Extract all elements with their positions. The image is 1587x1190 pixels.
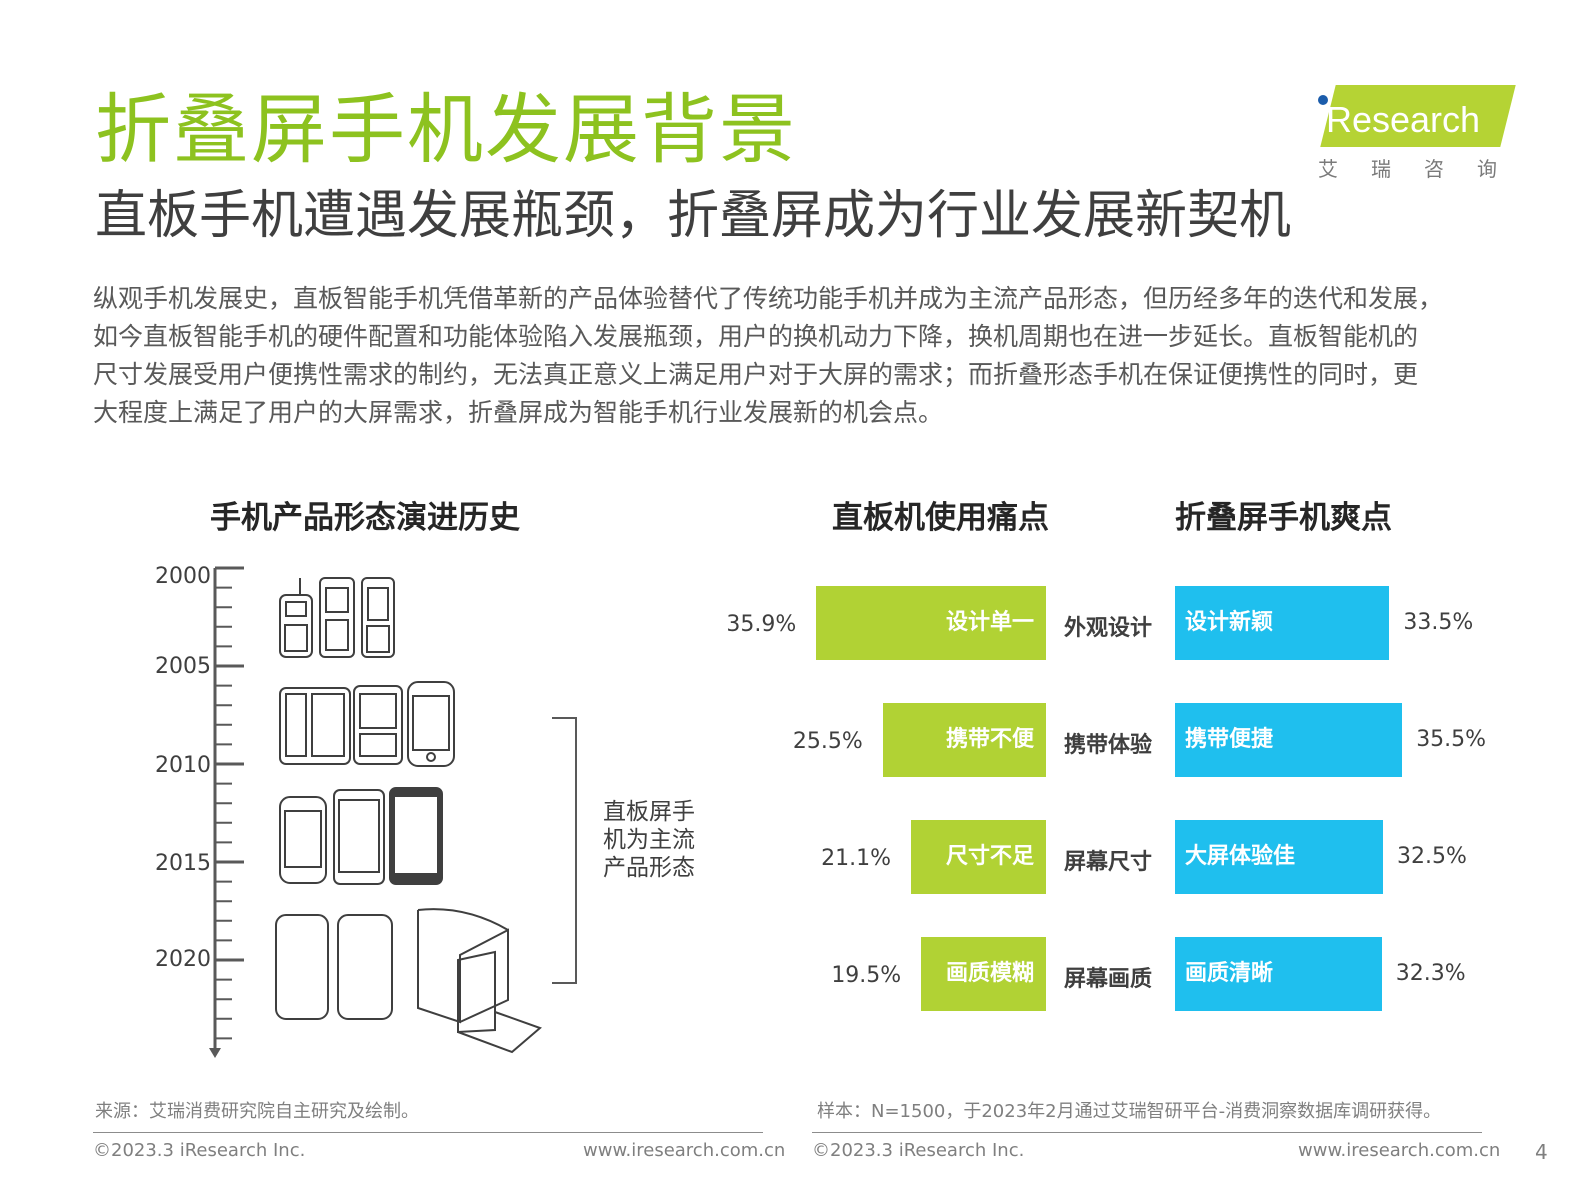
footer-copyright: ©2023.3 iResearch Inc. — [93, 1140, 306, 1161]
pain-bar-label: 设计单一 — [945, 610, 1034, 635]
timeline-title: 手机产品形态演进历史 — [210, 500, 520, 536]
feature-phones-icon — [279, 577, 395, 658]
body-line: 大程度上满足了用户的大屏需求，折叠屏成为智能手机行业发展新的机会点。 — [93, 398, 944, 427]
source-note: 来源：艾瑞消费研究院自主研究及绘制。 — [95, 1101, 419, 1122]
footer-copyright: ©2023.3 iResearch Inc. — [812, 1140, 1025, 1161]
smartphones-icon — [279, 787, 443, 885]
pain-bar-label: 画质模糊 — [945, 961, 1034, 986]
phone-evolution-timeline: 2000 2005 2010 2015 2020 — [155, 564, 577, 1058]
page-title: 折叠屏手机发展背景 — [95, 85, 797, 174]
gain-bar: 设计新颖 — [1175, 586, 1390, 660]
logo-dot-icon — [1318, 95, 1328, 105]
body-line: 尺寸发展受用户便携性需求的制约，无法真正意义上满足用户对于大屏的需求；而折叠形态… — [93, 360, 1419, 389]
gain-bar: 画质清晰 — [1175, 937, 1382, 1011]
category-label: 屏幕画质 — [1064, 967, 1153, 992]
pain-bar: 尺寸不足 — [910, 820, 1046, 894]
pain-bar-label: 尺寸不足 — [945, 844, 1034, 869]
category-label: 携带体验 — [1064, 733, 1153, 758]
year-label: 2015 — [155, 851, 211, 876]
year-labels: 2000 2005 2010 2015 2020 — [155, 564, 211, 972]
gain-points-title: 折叠屏手机爽点 — [1175, 500, 1392, 536]
pain-value-label: 21.1% — [821, 846, 891, 871]
gain-value-label: 35.5% — [1416, 727, 1487, 752]
category-label: 屏幕尺寸 — [1064, 850, 1153, 875]
gain-value-label: 32.3% — [1395, 961, 1466, 986]
body-line: 纵观手机发展史，直板智能手机凭借革新的产品体验替代了传统功能手机并成为主流产品形… — [93, 284, 1444, 313]
year-label: 2000 — [155, 564, 211, 589]
pain-points-title: 直板机使用痛点 — [832, 500, 1049, 536]
body-line: 如今直板智能手机的硬件配置和功能体验陷入发展瓶颈，用户的换机动力下降，换机周期也… — [93, 322, 1419, 351]
pain-bar: 携带不便 — [882, 703, 1046, 777]
year-label: 2020 — [155, 947, 211, 972]
logo-cn-text: 艾瑞咨询 — [1318, 157, 1530, 181]
logo-brand-text: iResearch — [1318, 99, 1481, 140]
page-number: 4 — [1535, 1140, 1548, 1164]
bracket-label: 直板屏手机为主流产品形态 — [603, 799, 695, 881]
gain-bar: 携带便捷 — [1175, 703, 1403, 777]
page-subtitle: 直板手机遭遇发展瓶颈，折叠屏成为行业发展新契机 — [95, 186, 1292, 246]
pain-bar: 设计单一 — [816, 586, 1046, 660]
year-label: 2010 — [155, 753, 211, 778]
gain-bar-label: 画质清晰 — [1185, 961, 1274, 986]
gain-bar: 大屏体验佳 — [1175, 820, 1383, 894]
pain-value-label: 35.9% — [726, 612, 797, 637]
bracket-line — [552, 717, 577, 984]
footer-divider — [93, 1132, 763, 1133]
footer-url[interactable]: www.iresearch.com.cn — [1298, 1140, 1501, 1161]
early-smartphones-icon — [279, 681, 455, 767]
year-label: 2005 — [155, 654, 211, 679]
pain-value-label: 19.5% — [831, 963, 902, 988]
footer-url[interactable]: www.iresearch.com.cn — [583, 1140, 786, 1161]
pain-bar-label: 携带不便 — [945, 727, 1034, 752]
body-paragraph: 纵观手机发展史，直板智能手机凭借革新的产品体验替代了传统功能手机并成为主流产品形… — [93, 280, 1513, 432]
iresearch-logo: iResearch 艾瑞咨询 — [1318, 85, 1516, 185]
pain-bar: 画质模糊 — [921, 937, 1046, 1011]
timeline-axis — [209, 568, 221, 1058]
gain-bar-label: 设计新颖 — [1185, 610, 1274, 635]
gain-bar-label: 大屏体验佳 — [1185, 844, 1296, 869]
sample-note: 样本：N=1500，于2023年2月通过艾瑞智研平台-消费洞察数据库调研获得。 — [817, 1101, 1442, 1122]
gain-value-label: 33.5% — [1403, 610, 1474, 635]
gain-value-label: 32.5% — [1397, 844, 1467, 869]
footer-divider — [812, 1132, 1482, 1133]
foldable-phones-icon — [275, 908, 542, 1054]
category-label: 外观设计 — [1064, 616, 1153, 641]
pain-value-label: 25.5% — [792, 729, 863, 754]
gain-bar-label: 携带便捷 — [1185, 727, 1274, 752]
